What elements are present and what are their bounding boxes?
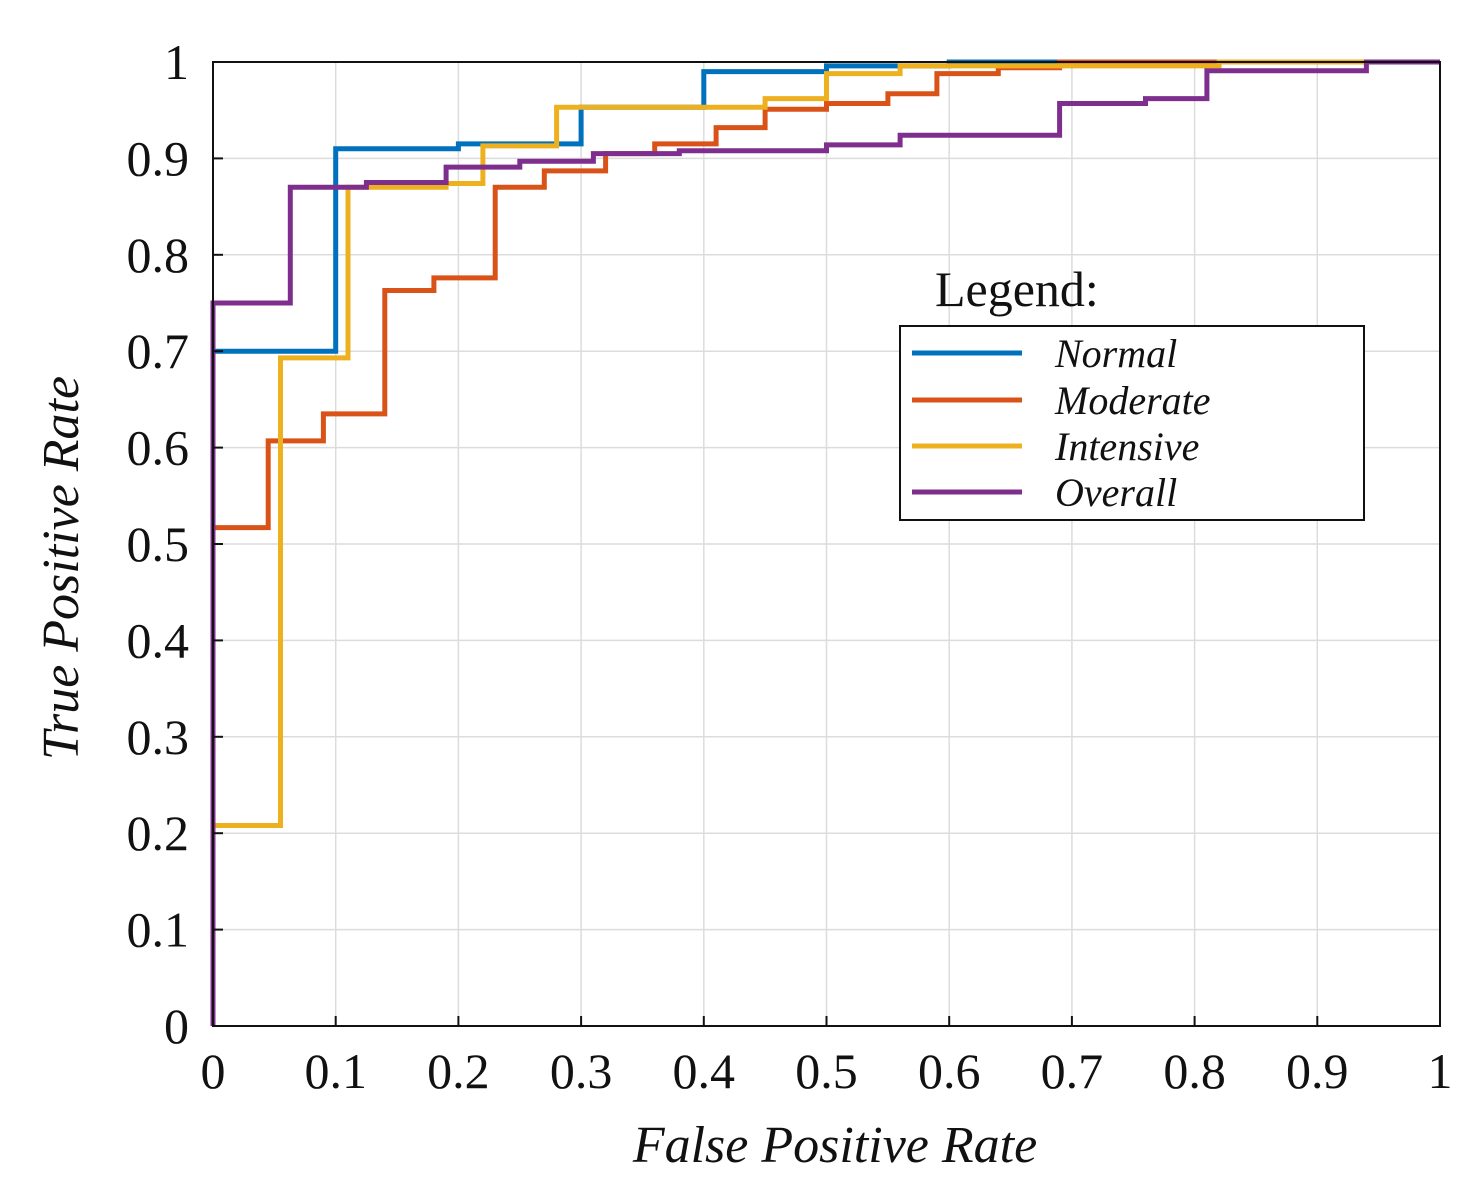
y-tick-label: 0.2: [127, 805, 190, 861]
y-tick-label: 0.4: [127, 612, 190, 668]
y-tick-label: 0.8: [127, 227, 190, 283]
series-layer: [210, 59, 1440, 1026]
x-tick-label: 0.9: [1286, 1043, 1349, 1099]
grid-layer: [212, 61, 1441, 1027]
x-tick-label: 0.1: [304, 1043, 367, 1099]
y-tick-label: 0.6: [127, 420, 190, 476]
x-tick-label: 0.6: [918, 1043, 981, 1099]
x-tick-label: 1: [1428, 1043, 1453, 1099]
tick-layer: 0 0.1 0.2 0.3 0.4 0.5 0.6 0.7 0.8 0.9 1 0 0.1 0.2 0.3 0…: [127, 34, 1453, 1099]
x-tick-label: 0.3: [550, 1043, 613, 1099]
x-tick-label: 0.8: [1163, 1043, 1226, 1099]
legend-label-overall: Overall: [1055, 470, 1177, 515]
x-tick-label: 0.2: [427, 1043, 490, 1099]
legend-title: Legend:: [935, 261, 1099, 317]
y-tick-label: 0.7: [127, 323, 190, 379]
series-line-overall: [210, 59, 1440, 1026]
y-tick-label: 0.5: [127, 516, 190, 572]
y-axis-title: True Positive Rate: [33, 376, 90, 760]
legend-box: [899, 325, 1365, 521]
y-tick-label: 0.9: [127, 130, 190, 186]
x-axis-title: False Positive Rate: [632, 1117, 1037, 1174]
y-tick-label: 0.3: [127, 709, 190, 765]
x-tick-label: 0.4: [673, 1043, 736, 1099]
y-tick-label: 0: [164, 998, 189, 1054]
legend-label-moderate: Moderate: [1054, 378, 1211, 423]
x-tick-label: 0: [201, 1043, 226, 1099]
x-tick-label: 0.5: [795, 1043, 858, 1099]
legend-label-intensive: Intensive: [1054, 424, 1199, 469]
x-tick-label: 0.7: [1041, 1043, 1104, 1099]
y-tick-label: 0.1: [127, 902, 190, 958]
legend-label-normal: Normal: [1054, 331, 1177, 376]
y-tick-label: 1: [164, 34, 189, 90]
series-line-intensive: [210, 59, 1440, 1026]
